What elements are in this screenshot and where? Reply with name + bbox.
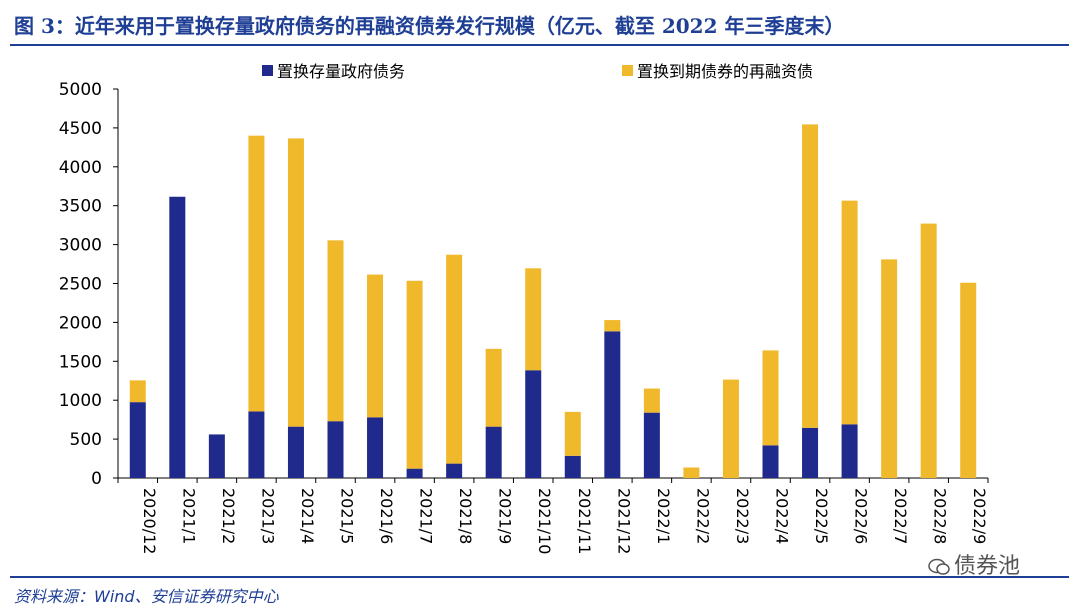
legend-label-series-1: 置换存量政府债务 [277,62,405,81]
bar-series-2 [802,124,819,428]
y-tick-label: 3500 [59,197,102,217]
stacked-bar-chart: 0 500 1000 1500 2000 2500 3000 3500 4000 4500 5000… [59,62,989,554]
bar-series-2 [920,223,937,478]
source-note: 资料来源：Wind、安信证券研究中心 [14,587,279,606]
bar-series-2 [406,280,423,469]
legend-swatch-series-1 [262,65,273,76]
bar-series-2 [129,380,146,403]
bar-series-2 [762,350,779,446]
x-tick-label: 2022/9 [970,488,989,544]
bar-series-1 [802,427,819,478]
bar-series-2 [248,135,265,412]
figure-title: 图 3：近年来用于置换存量政府债务的再融资债券发行规模（亿元、截至 2022 年… [14,14,845,38]
y-tick-label: 1500 [59,352,102,372]
bar-series-2 [643,388,660,413]
x-tick-label: 2022/3 [733,488,752,544]
bar-series-2 [525,268,542,371]
x-tick-label: 2021/8 [456,488,475,544]
x-tick-label: 2021/4 [298,488,317,544]
title-rule [10,44,1069,46]
bar-series-1 [327,421,344,478]
x-tick-label: 2022/1 [654,488,673,544]
bar-series-2 [683,467,700,478]
bar-series-2 [604,320,621,332]
x-tick-label: 2022/7 [891,488,910,544]
x-tick-label: 2021/9 [496,488,515,544]
y-tick-label: 0 [91,469,102,489]
y-tick-label: 4000 [59,158,102,178]
x-tick-label: 2020/12 [140,488,159,554]
x-tick-label: 2021/6 [377,488,396,544]
x-tick-label: 2022/6 [852,488,871,544]
x-tick-label: 2022/2 [693,488,712,544]
bar-series-1 [485,426,502,478]
y-tick-label: 5000 [59,80,102,100]
bar-series-2 [367,274,384,418]
bar-series-2 [446,254,463,464]
wechat-icon [928,558,950,575]
y-tick-label: 3000 [59,236,102,256]
bar-series-1 [129,402,146,478]
x-tick-label: 2022/8 [931,488,950,544]
bar-series-1 [525,370,542,478]
bar-series-1 [367,417,384,478]
x-tick-label: 2022/4 [773,488,792,544]
legend-label-series-2: 置换到期债券的再融资债 [637,62,813,81]
footer-rule [10,576,1069,578]
bar-series-1 [248,411,265,478]
x-tick-label: 2021/3 [258,488,277,544]
bar-series-2 [841,200,858,425]
bar-series-2 [287,138,304,427]
legend-swatch-series-2 [622,65,633,76]
x-tick-label: 2021/11 [575,488,594,554]
bar-series-1 [564,455,581,478]
x-tick-label: 2021/1 [179,488,198,544]
bar-series-1 [643,412,660,478]
y-tick-label: 4500 [59,119,102,139]
x-tick-label: 2021/10 [535,488,554,554]
x-tick-label: 2021/12 [614,488,633,554]
bar-series-2 [881,259,898,478]
y-tick-label: 2000 [59,313,102,333]
bar-series-2 [960,282,977,478]
watermark: 债券池 [928,548,1020,580]
bar-series-1 [762,445,779,478]
x-tick-label: 2021/5 [338,488,357,544]
bar-series-1 [446,463,463,478]
bar-series-2 [722,379,739,478]
y-tick-label: 1000 [59,391,102,411]
bar-series-2 [327,240,344,422]
y-tick-label: 2500 [59,275,102,295]
bar-series-1 [841,424,858,478]
x-tick-label: 2021/2 [219,488,238,544]
x-tick-label: 2022/5 [812,488,831,544]
bar-series-1 [208,434,225,478]
bar-series-2 [564,411,581,456]
bar-series-1 [169,196,186,479]
bar-series-2 [485,348,502,427]
watermark-text: 债券池 [954,554,1021,579]
bar-series-1 [287,426,304,478]
x-tick-label: 2021/7 [417,488,436,544]
bar-series-1 [406,468,423,478]
bar-series-1 [604,331,621,478]
y-tick-label: 500 [70,430,102,450]
